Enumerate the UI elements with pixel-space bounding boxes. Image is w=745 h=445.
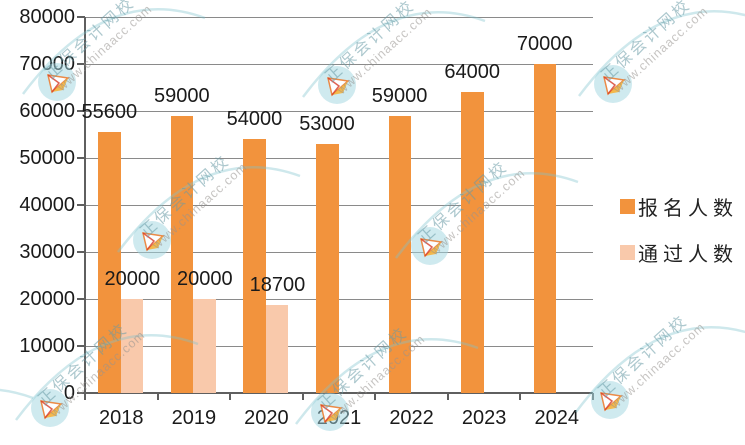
watermark-brand-text: 正保会计网校 [595,311,692,401]
x-axis-tick [301,393,304,400]
watermark-swoosh-icon [575,326,745,413]
watermark-brand-text: 正保会计网校 [598,0,695,85]
y-axis-tick-0 [77,392,85,394]
x-axis-label-2018: 2018 [99,407,144,429]
gridline-10000 [85,345,593,347]
bar-value-label-registered-2023: 64000 [444,61,500,84]
y-axis-label-80000: 80000 [19,6,75,28]
x-axis-tick [519,393,522,400]
y-axis-label-30000: 30000 [19,241,75,263]
gridline-70000 [85,63,593,65]
y-axis-tick-30000 [77,251,85,253]
bar-value-label-passed-2018: 20000 [104,268,161,290]
x-axis-tick [374,393,377,400]
watermark: 正保会计网校 www.chinaacc.com [395,158,579,266]
bar-value-label-registered-2020: 54000 [226,108,283,131]
bar-value-label-registered-2021: 53000 [299,112,355,135]
watermark-url-text: www.chinaacc.com [149,159,250,252]
legend-item-passed: 通过人数 [620,238,738,267]
watermark-logo-icon [133,221,171,259]
bar-passed-2020 [265,305,289,393]
legend-label-passed: 通过人数 [638,244,738,266]
x-axis-label-2024: 2024 [534,407,579,429]
bar-registered-2020 [243,139,266,393]
y-axis-label-50000: 50000 [19,147,75,169]
x-axis-tick [156,393,159,400]
y-axis-tick-60000 [77,110,85,112]
y-axis-tick-10000 [77,345,85,347]
bar-registered-2022 [388,115,412,393]
bar-value-label-registered-2019: 59000 [154,84,210,107]
x-axis-label-2022: 2022 [389,407,434,429]
gridline-30000 [85,251,593,253]
y-axis-label-20000: 20000 [19,288,75,310]
watermark-swoosh-icon [117,166,301,253]
watermark-logo-icon [591,381,629,419]
watermark-text: 正保会计网校 www.chinaacc.com [592,302,708,412]
gridline-60000 [85,110,593,112]
legend-item-registered: 报名人数 [620,192,738,221]
legend-swatch-passed [620,245,635,260]
y-axis-label-60000: 60000 [19,100,75,122]
gridline-40000 [85,204,593,206]
bar-registered-2019 [170,115,194,393]
gridline-50000 [85,157,593,159]
y-axis-label-10000: 10000 [19,335,75,357]
watermark-brand-text: 正保会计网校 [322,0,419,86]
x-axis [84,392,593,394]
bar-value-label-registered-2024: 70000 [516,33,573,55]
x-axis-tick [446,393,449,400]
y-axis [84,17,86,393]
y-axis-tick-50000 [77,157,85,159]
y-axis-label-40000: 40000 [19,194,75,216]
y-axis-label-70000: 70000 [19,53,75,75]
bar-passed-2019 [193,299,216,393]
bar-passed-2018 [120,299,144,393]
x-axis-tick [229,393,232,400]
bar-value-label-registered-2022: 59000 [371,84,428,107]
legend-label-registered: 报名人数 [638,198,738,220]
watermark-url-text: www.chinaacc.com [610,3,711,96]
legend: 报名人数 通过人数 [620,192,738,284]
y-axis-label-0: 0 [63,382,75,404]
bar-value-label-passed-2019: 20000 [177,268,233,290]
x-axis-label-2021: 2021 [316,407,362,429]
x-axis-tick [84,393,86,400]
watermark: 正保会计网校 www.chinaacc.com [578,0,745,104]
y-axis-tick-20000 [77,298,85,300]
watermark-url-text: www.chinaacc.com [334,4,435,97]
watermark-text: 正保会计网校 www.chinaacc.com [319,0,435,97]
x-axis-tick [592,393,594,400]
bar-value-label-registered-2018: 55600 [81,100,138,123]
watermark-logo-icon [318,66,356,104]
watermark-logo-icon [411,227,449,265]
watermark-url-text: www.chinaacc.com [607,319,708,412]
x-axis-label-2020: 2020 [244,407,289,429]
gridline-20000 [85,298,593,300]
y-axis-tick-70000 [77,63,85,65]
bar-registered-2023 [461,92,484,393]
y-axis-tick-40000 [77,204,85,206]
watermark: 正保会计网校 www.chinaacc.com [302,0,486,105]
bar-value-label-passed-2020: 18700 [249,274,306,297]
x-axis-label-2023: 2023 [461,407,507,429]
gridline-80000 [85,16,593,18]
bar-registered-2021 [316,143,339,393]
legend-swatch-registered [620,199,635,214]
x-axis-label-2019: 2019 [171,407,217,429]
watermark: 正保会计网校 www.chinaacc.com [117,152,301,260]
bar-registered-2024 [533,64,557,393]
watermark-text: 正保会计网校 www.chinaacc.com [595,0,711,96]
watermark: 正保会计网校 www.chinaacc.com [575,312,745,420]
watermark-logo-icon [594,65,632,103]
watermark-swoosh-icon [578,10,745,97]
y-axis-tick-80000 [77,16,85,18]
bar-registered-2018 [98,131,121,393]
